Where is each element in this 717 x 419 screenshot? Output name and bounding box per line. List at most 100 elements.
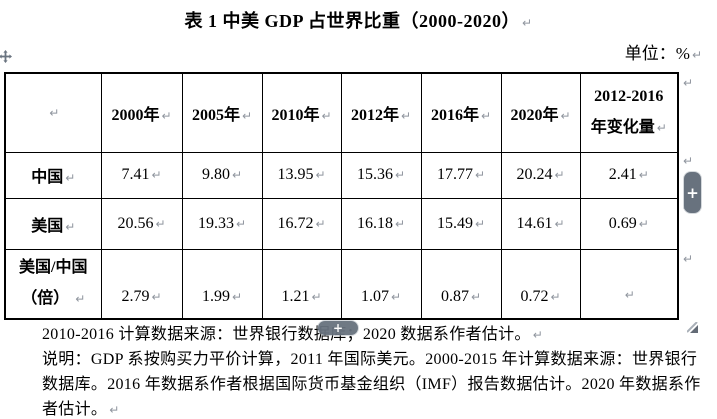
cell-value: 0.87 [440,288,469,305]
cell-end-mark: ↵ [151,290,162,304]
table-move-handle-icon[interactable] [0,50,12,68]
cell-ratio-2005[interactable]: 1.99 ↵ [181,248,263,320]
cell-usa-change[interactable]: 0.69 ↵ [579,197,679,250]
cell-usa-2010[interactable]: 16.72 ↵ [261,197,342,250]
cell-end-mark: ↵ [241,108,253,123]
cell-end-mark: ↵ [400,108,412,123]
cell-china-2012[interactable]: 15.36 ↵ [340,151,422,199]
note-explanation-line3[interactable]: 者估计。 ↵ [42,395,120,419]
table-title-text: 表 1 中美 GDP 占世界比重（2000-2020） [184,11,520,31]
cell-value: 20.24 [516,166,553,183]
cell-value: 7.41 [121,166,150,183]
cell-end-mark: ↵ [470,290,482,304]
note-source-line[interactable]: 2010-2016 计算数据来源：世界银行数据库；2020 数据系作者估计。 ↵ [42,320,543,344]
paragraph-mark: ↵ [691,48,702,62]
label-text: （倍） [21,290,70,308]
cell-end-mark: ↵ [315,168,326,182]
note-explanation-line2[interactable]: 数据库。2016 年数据系作者根据国际货币基金组织（IMF）报告数据估计。202… [42,370,701,394]
cell-end-mark: ↵ [65,219,76,234]
cell-value: 0.69 [608,214,637,232]
row-usa: 美国 ↵ 20.56 ↵ 19.33 ↵ 16.72 ↵ 16.18 ↵ 15.49 ↵ 1… [4,197,679,250]
header-2010[interactable]: 2010年 ↵ [261,72,342,153]
cell-end-mark: ↵ [394,216,406,231]
cell-value: 16.72 [277,214,314,232]
cell-end-mark: ↵ [624,288,635,302]
header-row: ↵ 2000年 ↵ 2005年 ↵ 2010年 ↵ 2012年 ↵ 2016年 ↵ 202… [4,72,679,153]
cell-end-mark: ↵ [75,292,86,307]
cell-ratio-2010[interactable]: 1.21 ↵ [261,248,342,320]
row-label-china[interactable]: 中国 ↵ [4,151,102,199]
header-2016[interactable]: 2016年 ↵ [420,72,502,153]
cell-end-mark: ↵ [554,216,565,231]
header-text: 2005年 [191,106,240,124]
cell-ratio-2012[interactable]: 1.07 ↵ [340,248,422,320]
label-text: 中国 [31,169,64,186]
cell-ratio-2020[interactable]: 0.72 ↵ [500,248,581,320]
cell-end-mark: ↵ [554,168,565,182]
note-text: 说明：GDP 系按购买力平价计算，2011 年国际美元。2000-2015 年计… [42,351,698,368]
cell-usa-2005[interactable]: 19.33 ↵ [181,197,263,250]
insert-row-plus-button[interactable]: + [318,321,358,335]
note-explanation-line1[interactable]: 说明：GDP 系按购买力平价计算，2011 年国际美元。2000-2015 年计… [42,345,697,369]
cell-end-mark: ↵ [65,171,76,185]
cell-end-mark: ↵ [161,108,172,123]
cell-china-2020[interactable]: 20.24 ↵ [500,151,581,199]
table-resize-handle-icon[interactable] [686,320,698,338]
header-text: 2020年 [510,106,559,124]
header-2012[interactable]: 2012年 ↵ [340,72,422,153]
header-2020[interactable]: 2020年 ↵ [500,72,581,153]
header-change-line1: 2012-2016 [594,88,664,106]
cell-value: 17.77 [436,166,473,183]
cell-usa-2000[interactable]: 20.56 ↵ [100,197,183,250]
cell-china-2000[interactable]: 7.41 ↵ [100,151,183,199]
label-line2: （倍） ↵ [6,283,100,315]
cell-end-mark: ↵ [155,216,166,231]
insert-column-plus-button[interactable]: + [684,172,701,213]
plus-icon: + [332,321,344,335]
header-text: 2012年 [350,106,399,124]
cell-end-mark: ↵ [638,168,649,182]
row-end-mark: ↵ [683,252,694,266]
cell-china-change[interactable]: 2.41 ↵ [579,151,679,199]
paragraph-mark: ↵ [521,16,533,30]
cell-ratio-2000[interactable]: 2.79 ↵ [100,248,183,320]
header-2000[interactable]: 2000年 ↵ [100,72,183,153]
row-label-ratio[interactable]: 美国/中国 （倍） ↵ [4,248,102,320]
cell-end-mark: ↵ [394,168,406,182]
cell-ratio-change-empty[interactable]: ↵ [579,248,679,320]
cell-value: 15.36 [356,166,393,183]
cell-china-2010[interactable]: 13.95 ↵ [261,151,342,199]
cell-ratio-2016[interactable]: 0.87 ↵ [420,248,502,320]
header-text: 年变化量 [590,119,655,137]
cell-usa-2016[interactable]: 15.49 ↵ [420,197,502,250]
cell-end-mark: ↵ [474,216,486,231]
header-text: 2000年 [111,106,160,124]
cell-china-2016[interactable]: 17.77 ↵ [420,151,502,199]
row-end-mark: ↵ [683,76,694,90]
plus-icon: + [686,183,699,202]
table-title[interactable]: 表 1 中美 GDP 占世界比重（2000-2020） ↵ [0,7,717,33]
cell-value: 1.07 [360,288,389,305]
paragraph-mark: ↵ [532,328,544,342]
gdp-share-table: ↵ 2000年 ↵ 2005年 ↵ 2010年 ↵ 2012年 ↵ 2016年 ↵ 202… [4,72,679,320]
cell-usa-2012[interactable]: 16.18 ↵ [340,197,422,250]
cell-china-2005[interactable]: 9.80 ↵ [181,151,263,199]
cell-end-mark: ↵ [231,168,243,182]
label-line1: 美国/中国 [19,259,88,277]
header-2005[interactable]: 2005年 ↵ [181,72,263,153]
cell-value: 0.72 [520,288,549,305]
cell-usa-2020[interactable]: 14.61 ↵ [500,197,581,250]
row-usa-china-ratio: 美国/中国 （倍） ↵ 2.79 ↵ 1.99 ↵ 1.21 ↵ 1.07 ↵ 0.87 ↵… [4,248,679,320]
header-change-line2: 年变化量 ↵ [581,112,677,144]
cell-end-mark: ↵ [638,216,649,231]
note-text: 数据库。2016 年数据系作者根据国际货币基金组织（IMF）报告数据估计。202… [42,376,701,393]
note-text: 者估计。 [42,401,108,418]
unit-label[interactable]: 单位：% ↵ [625,39,702,64]
paragraph-mark: ↵ [109,403,120,417]
cell-value: 19.33 [197,214,234,232]
corner-cell[interactable]: ↵ [4,72,102,153]
header-text: 2010年 [271,106,320,124]
row-label-usa[interactable]: 美国 ↵ [4,197,102,250]
header-change-2012-2016[interactable]: 2012-2016 年变化量 ↵ [579,72,679,153]
cell-end-mark: ↵ [656,121,667,136]
